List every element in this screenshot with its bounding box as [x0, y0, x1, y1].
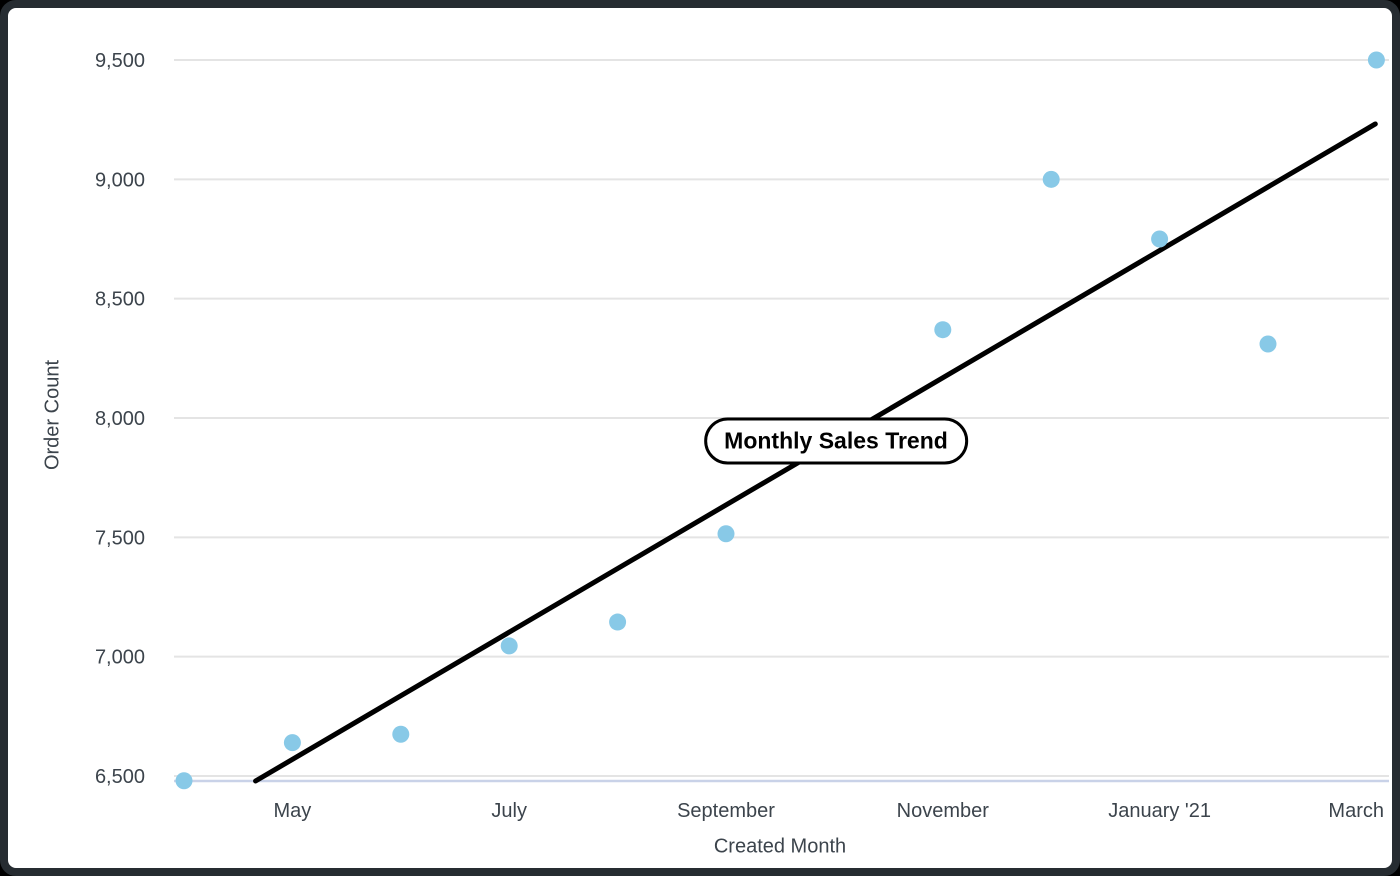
scatter-point[interactable]	[283, 734, 301, 752]
scatter-point[interactable]	[717, 525, 735, 543]
x-tick-label: November	[897, 800, 990, 822]
scatter-point[interactable]	[175, 772, 193, 790]
trend-label-text: Monthly Sales Trend	[724, 427, 948, 454]
y-axis-title: Order Count	[41, 359, 64, 471]
x-tick-label: July	[491, 800, 527, 822]
y-tick-label: 9,500	[95, 50, 145, 72]
y-tick-label: 8,000	[95, 408, 145, 430]
x-axis-title: Created Month	[713, 835, 847, 858]
scatter-point[interactable]	[1259, 335, 1277, 353]
scatter-point[interactable]	[1151, 230, 1169, 248]
scatter-point[interactable]	[1042, 170, 1060, 188]
scatter-point[interactable]	[934, 321, 952, 339]
x-tick-label: May	[274, 800, 312, 822]
y-tick-label: 8,500	[95, 289, 145, 311]
scatter-point[interactable]	[609, 613, 627, 631]
scatter-point[interactable]	[500, 637, 518, 655]
y-tick-label: 9,000	[95, 169, 145, 191]
trend-label-pill: Monthly Sales Trend	[704, 417, 968, 465]
x-tick-label: March	[1328, 800, 1384, 822]
x-tick-label: January '21	[1108, 800, 1211, 822]
x-tick-label: September	[677, 800, 775, 822]
y-tick-label: 6,500	[95, 766, 145, 788]
scatter-point[interactable]	[392, 725, 410, 743]
y-tick-label: 7,500	[95, 527, 145, 549]
scatter-point[interactable]	[1367, 51, 1385, 69]
y-tick-label: 7,000	[95, 647, 145, 669]
